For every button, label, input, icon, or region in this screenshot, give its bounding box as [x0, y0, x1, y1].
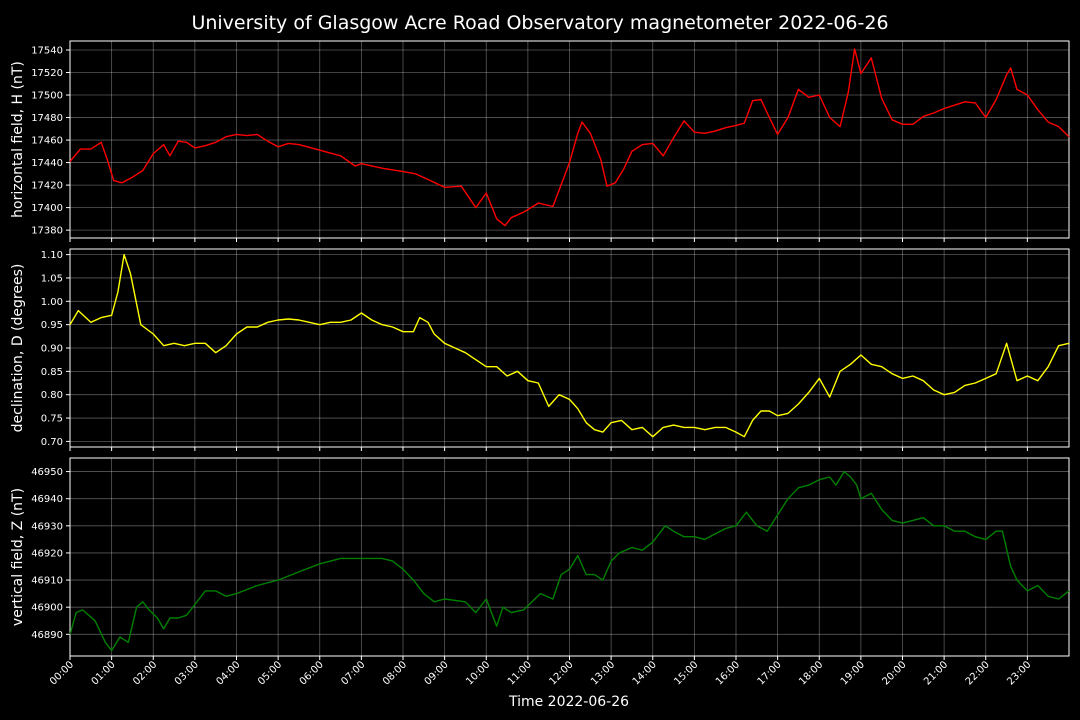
- y-axis-label: vertical field, Z (nT): [10, 488, 26, 626]
- x-tick-label: 04:00: [214, 659, 242, 687]
- y-axis-label: declination, D (degrees): [10, 264, 26, 433]
- y-tick-label: 0.80: [41, 390, 63, 401]
- y-tick-label: 46940: [31, 494, 63, 505]
- x-tick-label: 23:00: [1005, 659, 1033, 687]
- y-tick-label: 46890: [31, 630, 63, 641]
- x-tick-label: 05:00: [256, 659, 284, 687]
- panel-frame: [69, 457, 1070, 657]
- y-tick-label: 46900: [31, 603, 63, 614]
- panel-1: 0.70 0.75 0.80 0.85 0.90 0.95 1.00 1.05 1.10 decl…: [10, 248, 1070, 451]
- series-line-0: [69, 48, 1070, 227]
- y-tick-label: 17500: [31, 91, 63, 102]
- y-tick-label: 1.05: [41, 273, 63, 284]
- panel-0: 17380 17400 17420 17440 17460 17480 17500 17520…: [10, 40, 1070, 242]
- y-tick-label: 17400: [31, 203, 63, 214]
- x-tick-label: 00:00: [48, 659, 76, 687]
- y-tick-label: 46930: [31, 521, 63, 532]
- x-axis-label: Time 2022-06-26: [508, 694, 629, 710]
- y-tick-label: 17480: [31, 113, 63, 124]
- x-tick-label: 21:00: [922, 659, 950, 687]
- y-tick-label: 17540: [31, 46, 63, 57]
- y-tick-label: 0.70: [41, 437, 63, 448]
- panel-frame: [69, 40, 1070, 239]
- x-tick-label: 13:00: [589, 659, 617, 687]
- x-tick-label: 08:00: [381, 659, 409, 687]
- y-tick-label: 0.90: [41, 344, 63, 355]
- x-tick-label: 02:00: [131, 659, 159, 687]
- y-tick-label: 46910: [31, 576, 63, 587]
- x-tick-label: 07:00: [339, 659, 367, 687]
- y-tick-label: 17420: [31, 181, 63, 192]
- y-tick-label: 1.10: [41, 250, 63, 261]
- x-tick-label: 12:00: [547, 659, 575, 687]
- x-tick-label: 11:00: [506, 659, 534, 687]
- y-tick-label: 17440: [31, 158, 63, 169]
- y-tick-label: 0.95: [41, 320, 63, 331]
- chart-title: University of Glasgow Acre Road Observat…: [191, 12, 888, 34]
- x-tick-label: 17:00: [756, 659, 784, 687]
- x-tick-label: 18:00: [797, 659, 825, 687]
- x-tick-label: 19:00: [839, 659, 867, 687]
- y-tick-label: 46950: [31, 467, 63, 478]
- series-line-2: [69, 470, 1070, 652]
- panel-2: 46890 46900 46910 46920 46930 46940 46950 verti…: [10, 457, 1070, 660]
- x-tick-label: 06:00: [298, 659, 326, 687]
- x-tick-label: 09:00: [423, 659, 451, 687]
- y-tick-label: 17520: [31, 68, 63, 79]
- y-axis-label: horizontal field, H (nT): [10, 61, 26, 218]
- x-tick-label: 03:00: [173, 659, 201, 687]
- x-tick-label: 16:00: [714, 659, 742, 687]
- y-tick-label: 17460: [31, 136, 63, 147]
- x-tick-label: 01:00: [90, 659, 118, 687]
- y-tick-label: 17380: [31, 226, 63, 237]
- x-tick-label: 15:00: [672, 659, 700, 687]
- x-tick-label: 14:00: [631, 659, 659, 687]
- y-tick-label: 46920: [31, 548, 63, 559]
- y-tick-label: 1.00: [41, 297, 63, 308]
- series-line-1: [69, 253, 1070, 438]
- x-tick-label: 20:00: [880, 659, 908, 687]
- y-tick-label: 0.85: [41, 367, 63, 378]
- panels: 17380 17400 17420 17440 17460 17480 17500 17520…: [10, 40, 1070, 688]
- y-tick-label: 0.75: [41, 414, 63, 425]
- x-tick-label: 10:00: [464, 659, 492, 687]
- x-tick-label: 22:00: [964, 659, 992, 687]
